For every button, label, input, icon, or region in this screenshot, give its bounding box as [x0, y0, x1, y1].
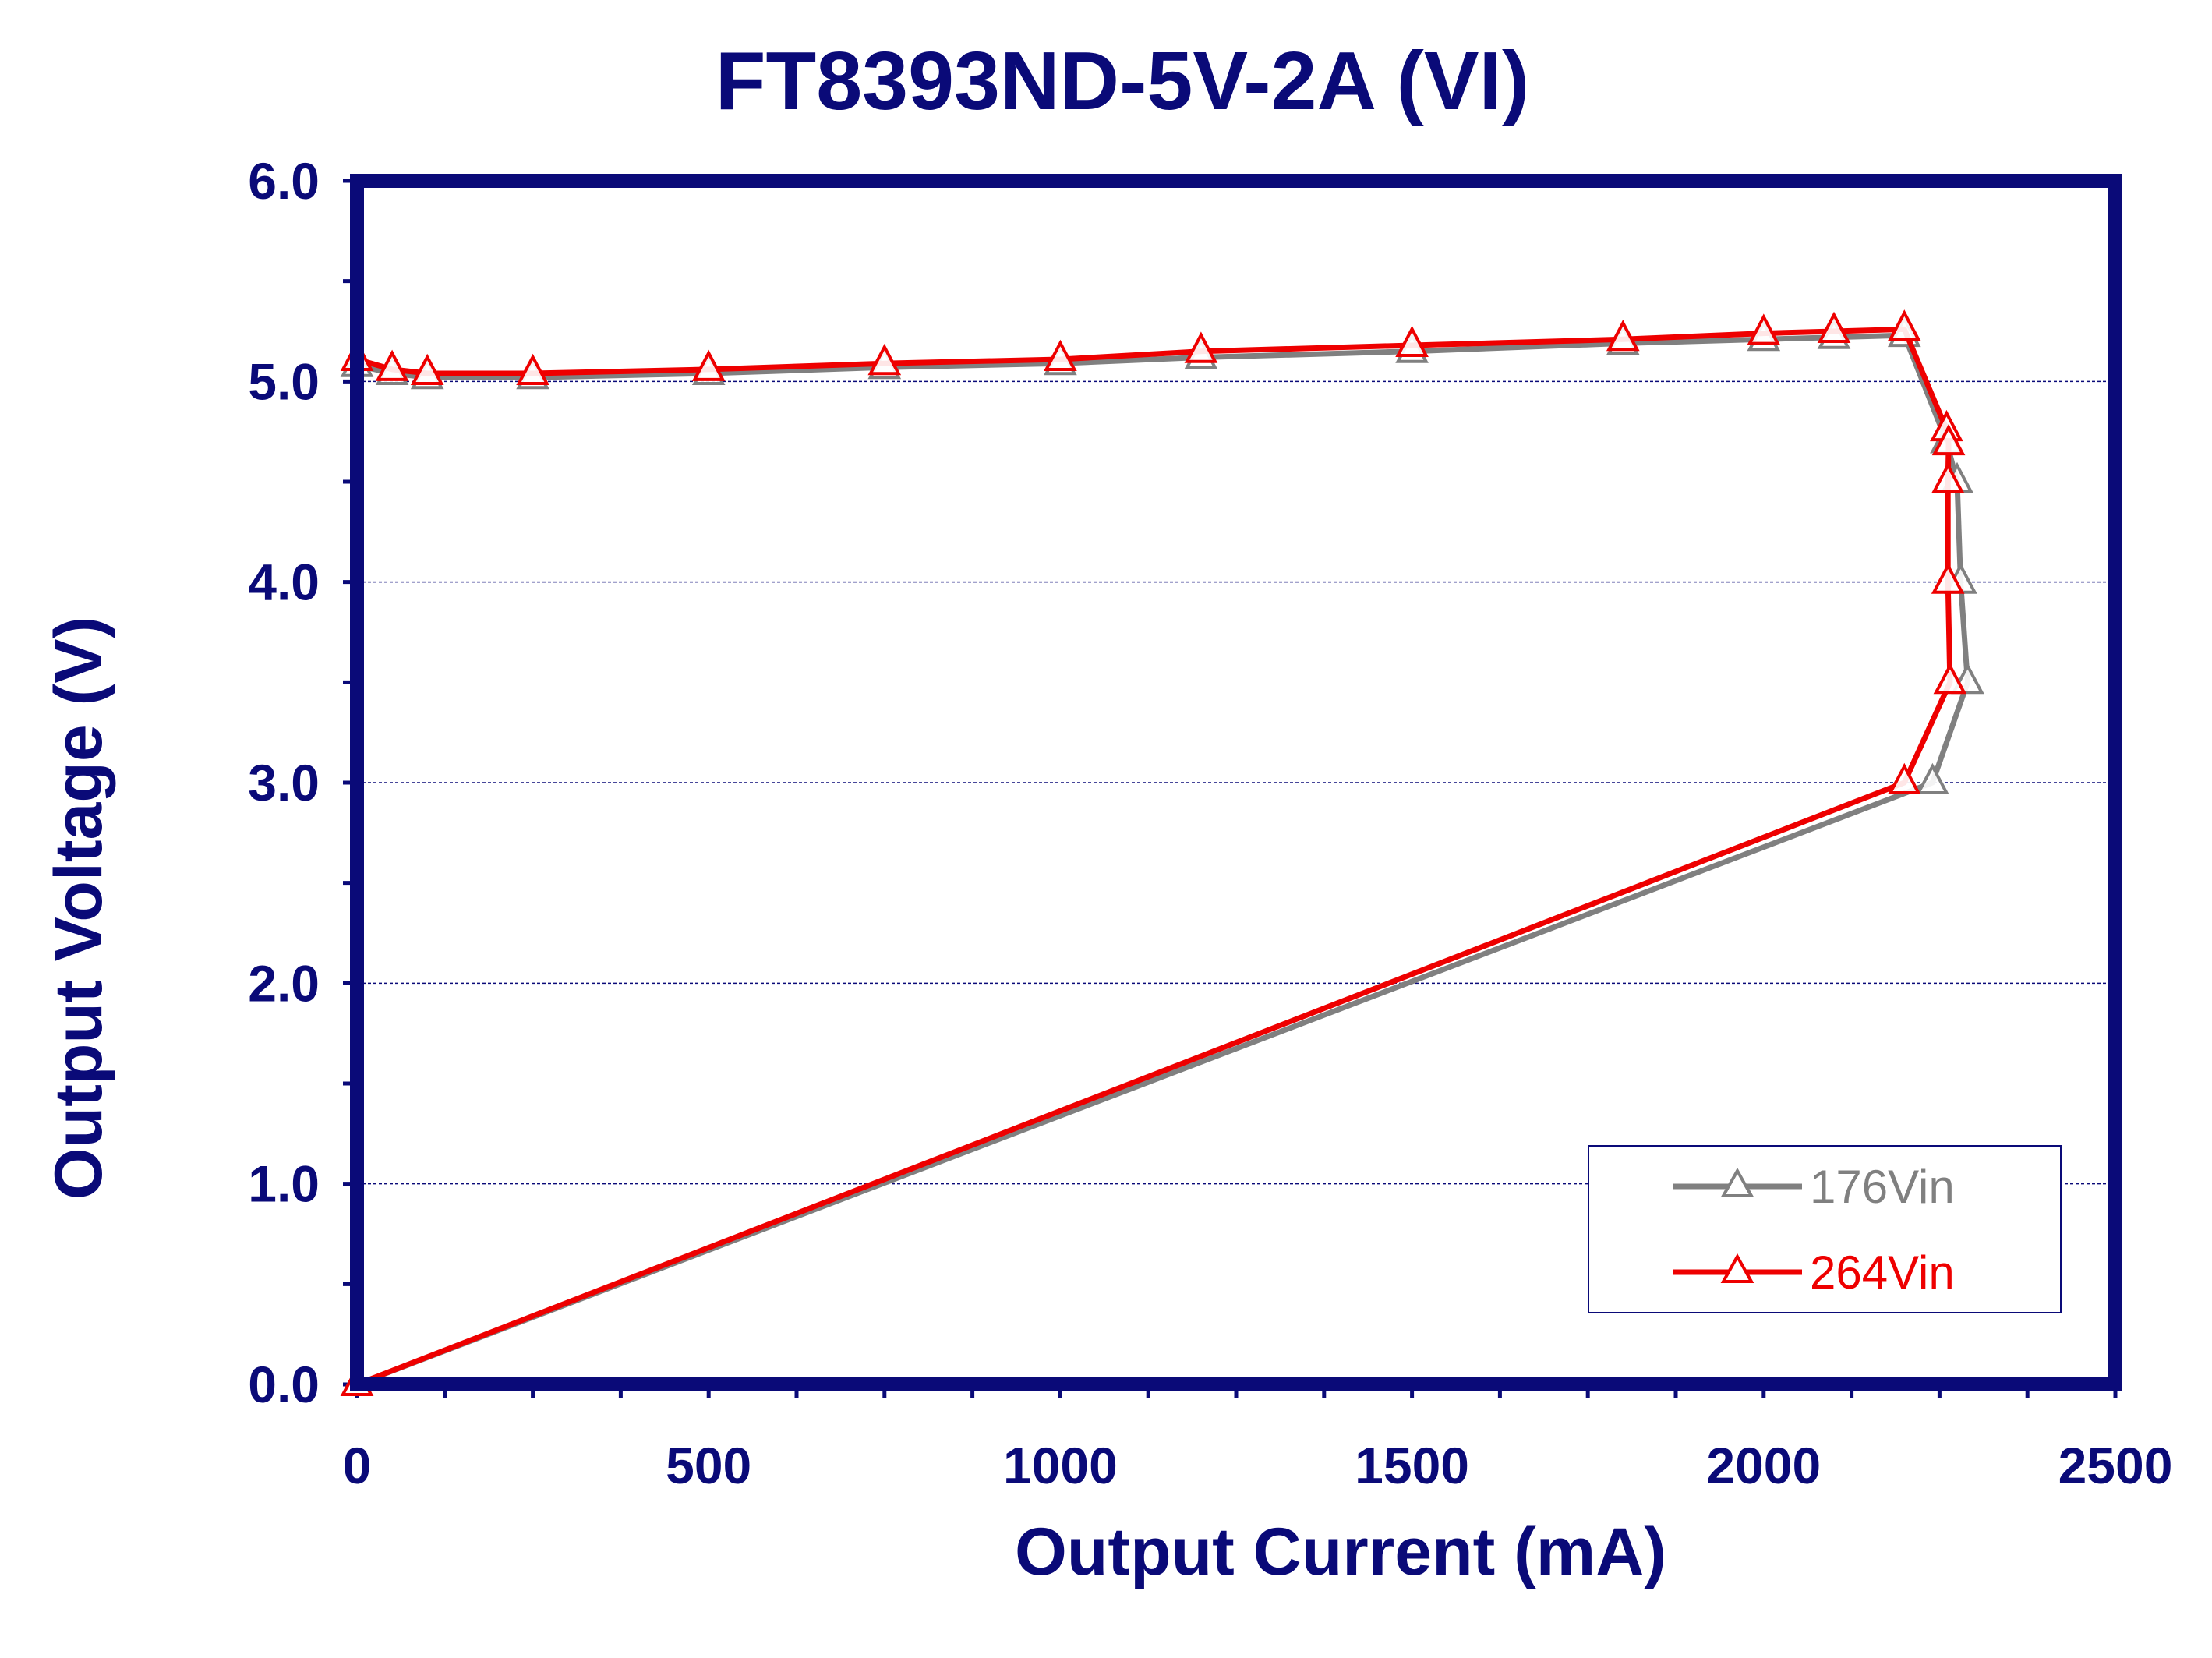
- series-264Vin: [340, 309, 1967, 1396]
- legend-marker-176vin: [1720, 1167, 1754, 1197]
- y-tick-label: 1.0: [248, 1155, 320, 1213]
- x-tick-label: 500: [666, 1437, 751, 1494]
- plot-frame: [350, 174, 2122, 1391]
- x-tick-label: 0: [343, 1437, 372, 1494]
- y-tick-label: 4.0: [248, 553, 320, 611]
- y-tick-label: 2.0: [248, 954, 320, 1012]
- x-tick-label: 2000: [1706, 1437, 1821, 1494]
- data-point-264Vin: [1931, 461, 1965, 493]
- data-point-264Vin: [691, 349, 726, 381]
- y-axis-title: Output Voltage (V): [41, 617, 116, 1200]
- x-tick-label: 1000: [1003, 1437, 1118, 1494]
- legend: 176Vin 264Vin: [1588, 1145, 2062, 1313]
- data-point-264Vin: [1933, 663, 1967, 695]
- x-tick-label: 1500: [1355, 1437, 1469, 1494]
- data-point-264Vin: [410, 353, 444, 385]
- legend-box: [1588, 1145, 2062, 1313]
- data-point-264Vin: [375, 349, 409, 381]
- data-point-264Vin: [1184, 331, 1218, 363]
- y-tick-label: 5.0: [248, 352, 320, 410]
- data-point-264Vin: [1395, 325, 1429, 357]
- chart-title: FT8393ND-5V-2A (VI): [716, 35, 1530, 127]
- y-tick-label: 0.0: [248, 1356, 320, 1413]
- data-point-264Vin: [1606, 320, 1640, 352]
- data-point-264Vin: [1747, 313, 1781, 345]
- data-point-264Vin: [516, 353, 549, 385]
- data-point-176Vin: [1916, 762, 1949, 794]
- x-tick-label: 2500: [2058, 1437, 2173, 1494]
- tick-labels: 0.0 1.0 2.0 3.0 4.0 5.0 6.0 0 500 1000 1500 2000 250…: [248, 152, 2172, 1494]
- data-point-264Vin: [1044, 339, 1077, 371]
- x-axis-title: Output Current (mA): [1015, 1515, 1666, 1589]
- data-point-264Vin: [1931, 423, 1966, 456]
- data-point-264Vin: [1931, 562, 1965, 594]
- data-point-264Vin: [867, 343, 902, 376]
- y-tick-label: 6.0: [248, 152, 320, 210]
- legend-label-264vin: 264Vin: [1810, 1246, 1955, 1299]
- grid-lines: [357, 380, 2115, 1185]
- data-point-264Vin: [1887, 762, 1921, 794]
- y-tick-label: 3.0: [248, 754, 320, 811]
- legend-label-176vin: 176Vin: [1810, 1161, 1955, 1213]
- legend-marker-264vin: [1720, 1253, 1754, 1283]
- data-point-264Vin: [1887, 309, 1921, 341]
- data-point-264Vin: [1817, 311, 1851, 343]
